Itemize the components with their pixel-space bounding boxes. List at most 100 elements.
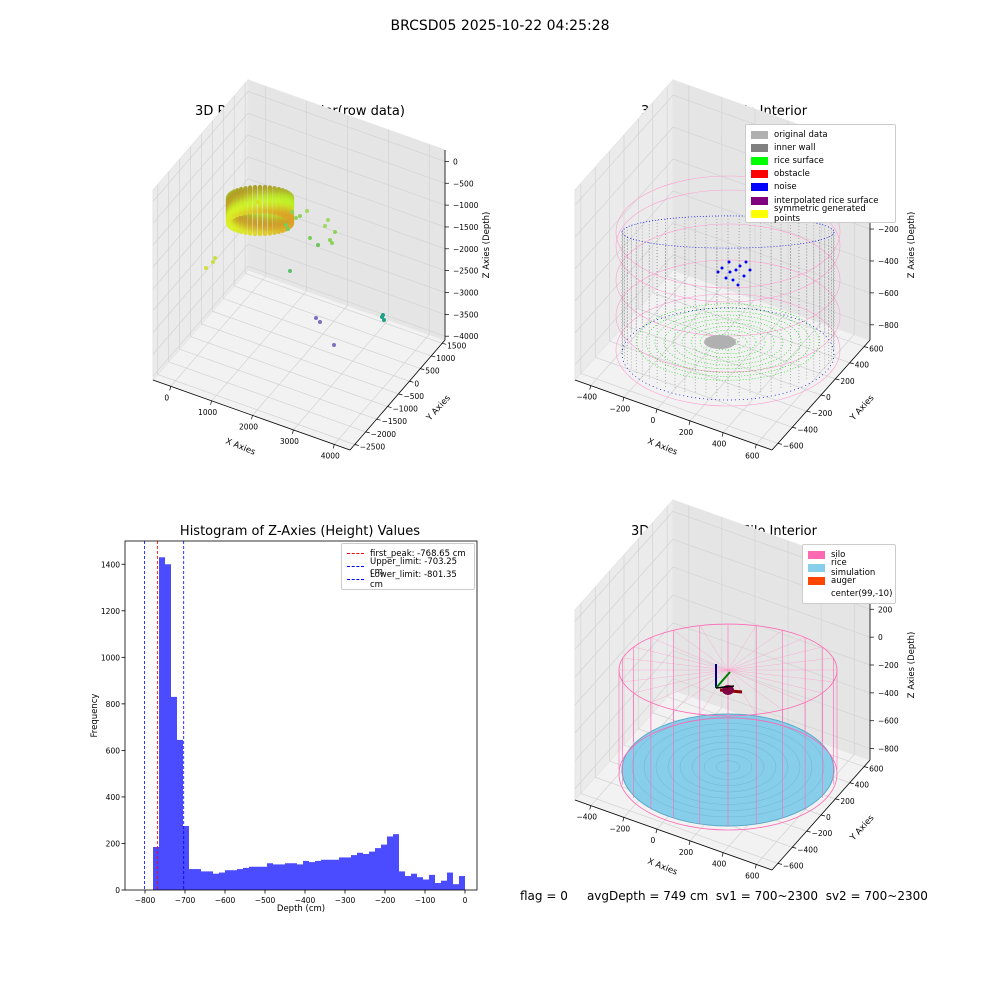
plot4-silo-spoke xyxy=(633,669,729,694)
plot2-y-tick-label: 0 xyxy=(826,393,831,402)
plot1-y-tick-label: −1500 xyxy=(382,417,408,426)
plot2-rice-surface xyxy=(681,322,775,362)
plot1-y-grid xyxy=(212,310,410,382)
plot2-y-grid xyxy=(580,373,778,444)
legend-label: original data xyxy=(774,129,828,140)
plot1-point xyxy=(289,219,294,224)
plot4-y-tick-label: −600 xyxy=(783,861,804,870)
plot4-z-tick-label: −600 xyxy=(878,717,899,726)
plot1-point xyxy=(252,209,258,215)
histogram-bar xyxy=(201,871,207,890)
plot1-point xyxy=(294,216,298,220)
plot2-bottom-rim xyxy=(621,307,835,401)
plot4-x-tick xyxy=(721,852,724,857)
plot1-point xyxy=(231,214,237,219)
histogram-bar xyxy=(165,564,171,890)
plot1-point xyxy=(262,209,268,215)
plot4-axis-y xyxy=(715,671,731,689)
histogram-bar xyxy=(381,844,387,890)
plot2-y-grid xyxy=(623,324,822,396)
plot2-x-tick xyxy=(655,409,658,414)
plot1-x-tick xyxy=(332,444,335,449)
plot2-rice-surface xyxy=(636,303,820,381)
plot1-z-grid xyxy=(152,243,446,355)
histogram-x-tick-label: −800 xyxy=(135,896,156,905)
histogram-bar xyxy=(309,862,315,890)
plot2-y-tick-label: −400 xyxy=(797,425,818,434)
plot1-y-grid xyxy=(234,285,432,357)
histogram-x-tick-label: −700 xyxy=(175,896,196,905)
plot1-y-tick xyxy=(387,406,392,408)
plot4-y-tick-label: 400 xyxy=(855,781,870,790)
plot1-x-tick xyxy=(210,400,212,405)
plot1-point xyxy=(305,209,309,213)
plot4-silo-spoke xyxy=(727,669,823,694)
legend-item-first-peak: first_peak: -768.65 cm xyxy=(347,547,469,560)
legend-label: auger xyxy=(831,575,856,586)
histogram-frame xyxy=(124,540,478,891)
plot2-x-tick-label: −200 xyxy=(610,404,631,413)
plot2-x-tick-label: 400 xyxy=(712,440,727,449)
legend-item-auger: auger xyxy=(808,574,890,587)
plot1-x-tick xyxy=(292,429,294,434)
histogram-bar xyxy=(279,864,285,890)
sv2-text: sv2 = 700~2300 xyxy=(825,889,928,903)
plot4-y-tick xyxy=(792,846,797,849)
legend-label: first_peak: -768.65 cm xyxy=(370,548,466,559)
plot4-silo-spoke xyxy=(727,637,806,671)
plot2-z-tick-label: −400 xyxy=(878,257,899,266)
histogram-bar xyxy=(345,857,351,890)
plot4-x-tick-label: 200 xyxy=(679,848,694,857)
plot2-rice-surface xyxy=(663,314,793,370)
histogram-bar xyxy=(453,884,459,890)
plot1-z-tick-label: −2500 xyxy=(453,267,479,276)
histogram-bar xyxy=(231,870,237,890)
plot4-y-grid xyxy=(580,793,778,864)
plot1-y-tick xyxy=(365,431,370,434)
legend-label: obstacle xyxy=(774,169,810,180)
plot2-x-tick xyxy=(688,420,691,425)
plot4-x-tick xyxy=(589,805,592,810)
plot4-silo-spoke xyxy=(727,669,757,715)
histogram-bar xyxy=(225,870,231,890)
plot1-z-tick-label: −2000 xyxy=(453,245,479,254)
plot1-z-grid xyxy=(152,134,446,246)
histogram-bar xyxy=(435,883,441,890)
histogram-bar xyxy=(411,873,417,890)
plot2-rice-surface xyxy=(645,307,811,377)
plot4-z-tick-label: −800 xyxy=(878,745,899,754)
histogram-bar xyxy=(405,876,411,890)
plot2-y-grid xyxy=(595,356,793,428)
plot4-x-tick-label: −400 xyxy=(576,813,597,822)
plot2-x-axis xyxy=(574,379,773,451)
histogram-bar xyxy=(387,836,393,890)
plot4-z-grid xyxy=(574,650,871,761)
plot1-point xyxy=(204,266,208,270)
plot2-noise-point xyxy=(720,266,724,270)
plot4-y-tick xyxy=(777,863,782,865)
plot4-z-tick-label: 0 xyxy=(878,633,883,642)
histogram-x-label: Depth (cm) xyxy=(277,904,325,914)
histogram-bar xyxy=(273,864,279,890)
histogram-bar xyxy=(429,874,435,890)
histogram-bar xyxy=(159,557,165,890)
plot1-y-tick xyxy=(431,355,436,358)
plot2-x-tick-label: 200 xyxy=(679,428,694,437)
plot4-x-tick-label: 0 xyxy=(651,836,656,845)
histogram-bar xyxy=(261,866,267,890)
plot4-x-tick-label: 400 xyxy=(712,860,727,869)
plot4-y-tick-label: −400 xyxy=(797,845,818,854)
histogram-bar xyxy=(417,877,423,890)
plot1-y-tick xyxy=(354,444,359,446)
histogram-y-tick-label: 0 xyxy=(115,886,120,895)
plot1-point xyxy=(280,228,285,233)
histogram-bar xyxy=(369,851,375,890)
legend-label: silo xyxy=(831,549,846,560)
plot1-point xyxy=(280,213,285,218)
plot1-y-tick-label: 1000 xyxy=(436,354,455,363)
histogram-bar xyxy=(423,879,429,890)
legend-label: rice simulation xyxy=(831,557,876,578)
histogram-y-tick-label: 800 xyxy=(106,700,121,709)
plot1-point xyxy=(247,210,253,215)
